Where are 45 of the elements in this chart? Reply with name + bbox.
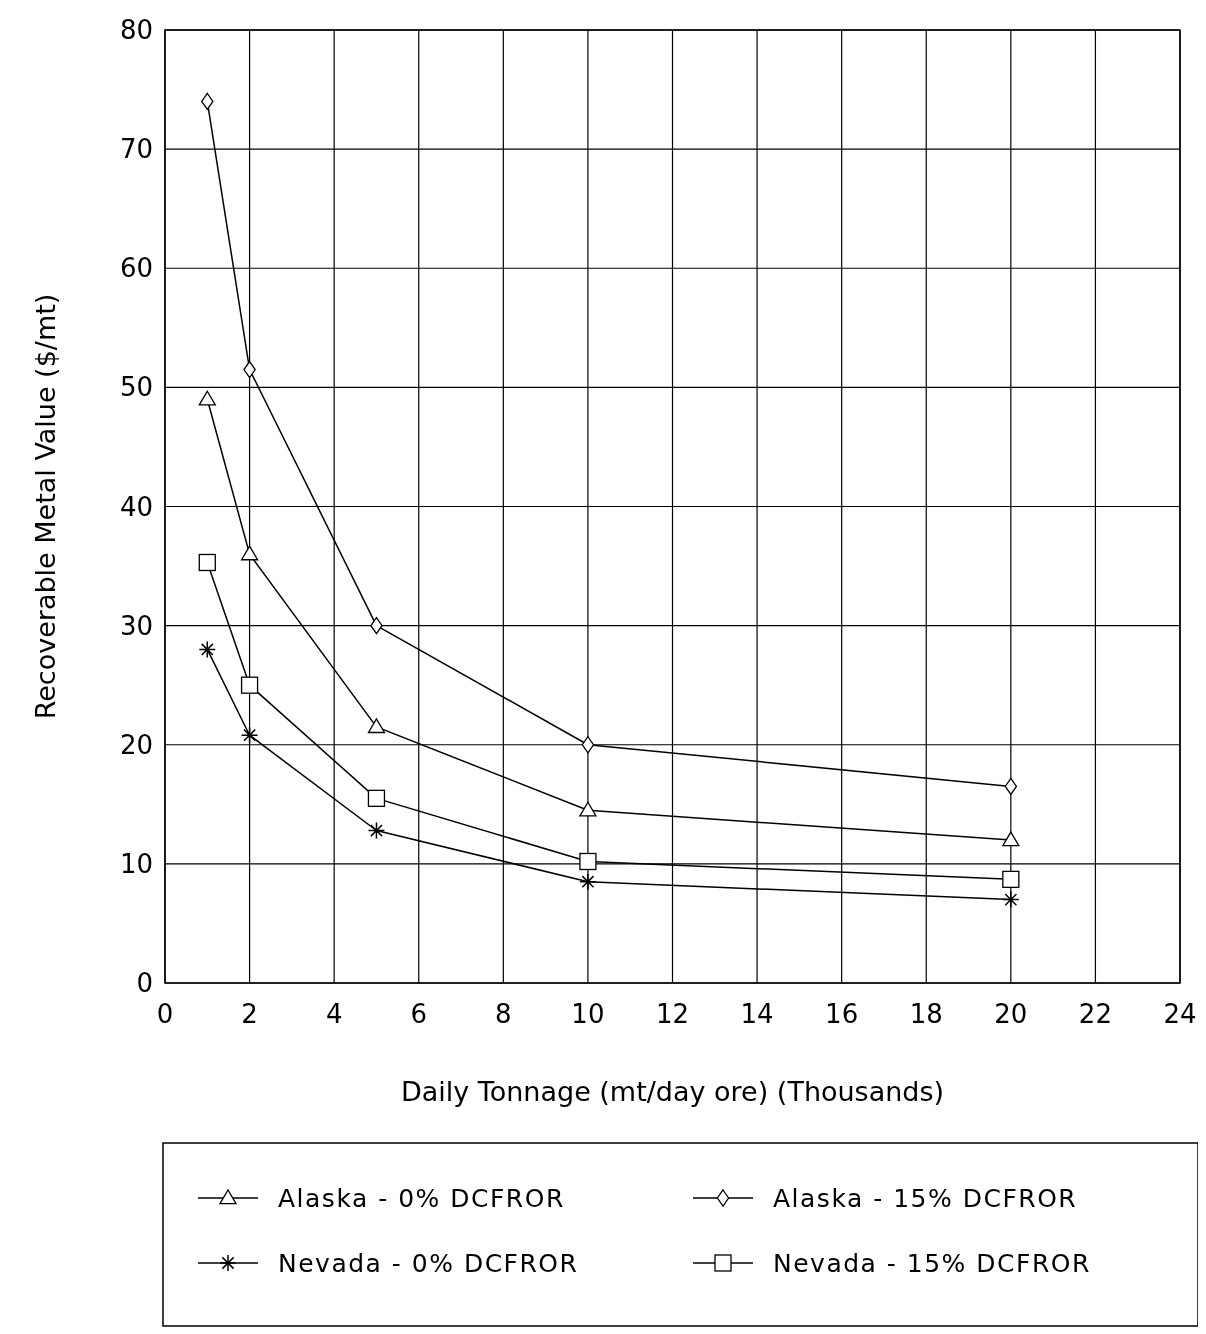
legend-label: Nevada - 0% DCFROR [278, 1249, 579, 1278]
legend-label: Alaska - 15% DCFROR [773, 1184, 1078, 1213]
x-tick-label: 20 [994, 999, 1028, 1029]
y-tick-label: 10 [119, 848, 153, 879]
point [240, 726, 259, 744]
point [198, 553, 216, 572]
y-tick-label: 40 [119, 491, 153, 522]
x-tick-label: 24 [1163, 999, 1197, 1029]
y-tick-label: 0 [136, 968, 153, 998]
y-tick-label: 80 [119, 15, 153, 45]
x-tick-label: 14 [740, 999, 774, 1029]
x-tick-label: 6 [410, 999, 428, 1029]
point [198, 390, 216, 406]
point [367, 789, 386, 808]
x-tick-label: 10 [571, 999, 605, 1029]
y-tick-label: 50 [119, 372, 153, 403]
point [579, 872, 597, 891]
legend-label: Nevada - 15% DCFROR [773, 1249, 1091, 1278]
x-axis-title: Daily Tonnage (mt/day ore) (Thousands) [400, 1076, 945, 1107]
y-tick-label: 60 [119, 253, 153, 284]
y-tick-label: 70 [119, 134, 153, 165]
x-tick-label: 16 [825, 999, 859, 1029]
point [579, 852, 597, 871]
point [198, 640, 217, 659]
point [240, 545, 259, 561]
x-tick-label: 12 [655, 999, 690, 1029]
x-tick-label: 18 [909, 999, 943, 1029]
point [579, 801, 597, 817]
x-tick-label: 8 [495, 999, 512, 1029]
x-tick-label: 22 [1078, 999, 1112, 1029]
point [1002, 831, 1020, 847]
point [367, 821, 386, 840]
point [1004, 777, 1018, 796]
legend-label: Alaska - 0% DCFROR [278, 1184, 565, 1213]
x-tick-label: 4 [325, 999, 343, 1029]
x-tick-label: 0 [156, 999, 174, 1029]
y-tick-label: 20 [119, 729, 153, 760]
point [240, 676, 259, 694]
y-tick-label: 30 [119, 610, 153, 641]
x-tick-label: 2 [241, 999, 258, 1029]
point [367, 718, 386, 734]
point [1002, 890, 1020, 909]
point [581, 736, 595, 754]
y-axis-title: Recoverable Metal Value ($/mt) [30, 293, 61, 720]
point [1002, 870, 1020, 889]
